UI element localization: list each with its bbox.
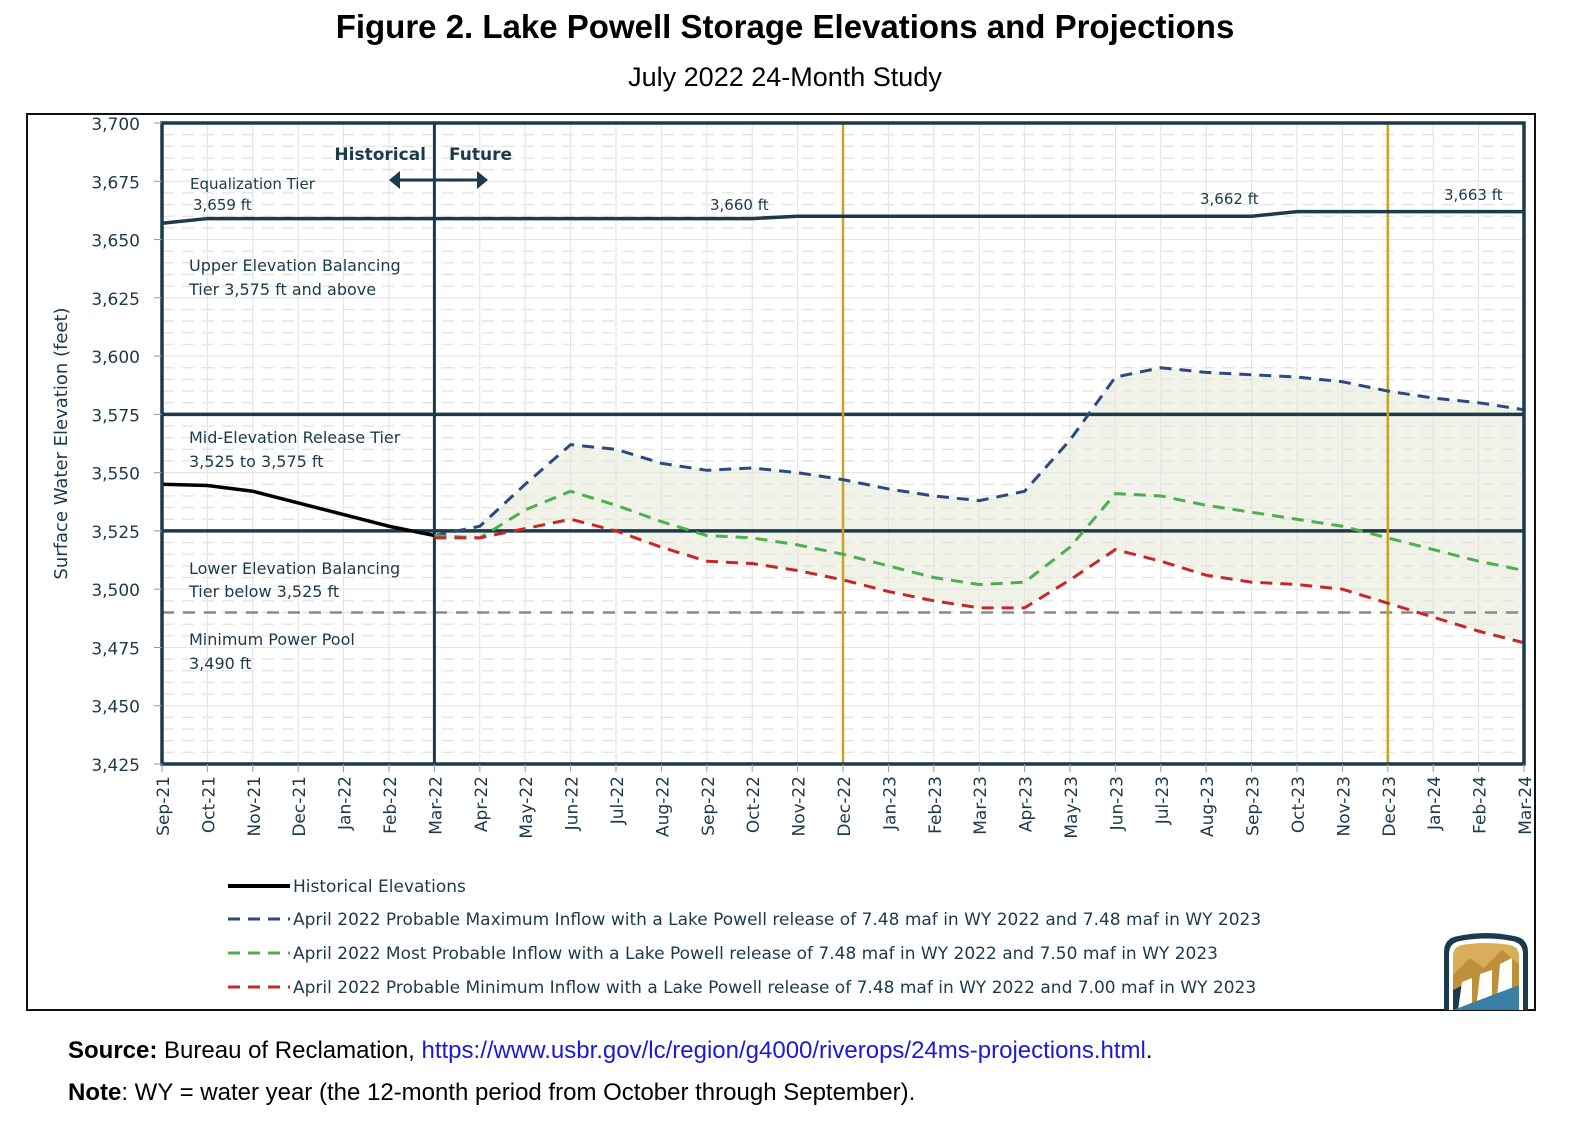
source-end: .: [1145, 1037, 1153, 1064]
note-text: : WY = water year (the 12-month period f…: [121, 1079, 916, 1106]
y-tick-label: 3,475: [91, 639, 140, 659]
x-tick-label: Aug-22: [653, 776, 673, 837]
x-tick-label: Jan-23: [880, 776, 900, 831]
reclamation-logo-icon: [1444, 933, 1528, 1010]
lower-tier-label-1: Lower Elevation Balancing: [189, 559, 400, 578]
max-inflow-series: [434, 366, 1525, 538]
x-tick-label: Mar-22: [426, 776, 446, 835]
x-tick-label: Apr-22: [472, 776, 492, 832]
mid-tier-label-1: Mid-Elevation Release Tier: [189, 428, 401, 447]
x-tick-label: Dec-23: [1380, 776, 1400, 837]
x-tick-label: Apr-23: [1017, 776, 1037, 832]
chart-frame: [26, 113, 1536, 1011]
x-tick-label: May-23: [1062, 776, 1082, 839]
x-tick-label: Nov-22: [790, 776, 810, 837]
most-probable-series: [434, 489, 1525, 587]
eq-value-3660: 3,660 ft: [710, 196, 769, 214]
upper-tier-label-2: Tier 3,575 ft and above: [188, 280, 376, 299]
x-tick-label: Aug-23: [1198, 776, 1218, 837]
historical-label: Historical: [334, 145, 426, 165]
y-axis-label: Surface Water Elevation (feet): [51, 307, 72, 579]
figure-subtitle: July 2022 24-Month Study: [628, 62, 942, 92]
legend-label: April 2022 Most Probable Inflow with a L…: [293, 944, 1218, 964]
x-tick-label: Jan-24: [1425, 776, 1445, 831]
x-tick-label: Oct-22: [744, 776, 764, 833]
y-tick-label: 3,425: [91, 756, 140, 776]
mid-tier-label-2: 3,525 to 3,575 ft: [189, 452, 324, 471]
historical-series: [161, 482, 435, 538]
future-label: Future: [449, 145, 512, 165]
y-tick-label: 3,575: [91, 406, 140, 426]
lower-tier-label-2: Tier below 3,525 ft: [188, 582, 339, 601]
y-tick-label: 3,525: [91, 523, 140, 543]
reference-lines: [161, 123, 1524, 764]
legend-label: Historical Elevations: [293, 877, 466, 897]
eq-value-3659: 3,659 ft: [193, 196, 252, 214]
eq-value-3662: 3,662 ft: [1200, 190, 1259, 208]
annotations: Historical Future Equalization Tier 3,65…: [188, 145, 1503, 673]
y-tick-label: 3,600: [91, 348, 140, 368]
x-tick-label: Mar-24: [1516, 776, 1536, 835]
x-tick-label: Sep-21: [154, 776, 174, 836]
source-label: Source:: [68, 1037, 158, 1064]
axes: 3,425 3,450 3,475 3,500 3,525 3,550 3,575 3,600…: [51, 115, 1536, 839]
equalization-tier-label: Equalization Tier: [190, 175, 316, 193]
source-text: Bureau of Reclamation,: [157, 1037, 422, 1064]
y-tick-label: 3,650: [91, 232, 140, 252]
x-tick-label: Feb-24: [1471, 776, 1491, 834]
source-link[interactable]: https://www.usbr.gov/lc/region/g4000/riv…: [421, 1037, 1146, 1064]
x-tick-label: Dec-21: [290, 776, 310, 837]
x-tick-label: Sep-23: [1244, 776, 1264, 836]
x-tick-label: Jun-22: [563, 776, 583, 831]
x-tick-label: Nov-21: [245, 776, 265, 837]
eq-value-3663: 3,663 ft: [1444, 186, 1503, 204]
x-tick-label: Feb-22: [381, 776, 401, 834]
min-pool-label-2: 3,490 ft: [189, 654, 252, 673]
y-tick-label: 3,500: [91, 581, 140, 601]
y-tick-label: 3,700: [91, 115, 140, 135]
y-tick-label: 3,550: [91, 465, 140, 485]
source-note: Source: Bureau of Reclamation, https://w…: [68, 1037, 1153, 1065]
y-tick-label: 3,625: [91, 290, 140, 310]
figure-title: Figure 2. Lake Powell Storage Elevations…: [335, 8, 1235, 45]
x-tick-label: Feb-23: [926, 776, 946, 834]
legend-label: April 2022 Probable Minimum Inflow with …: [293, 978, 1256, 998]
y-tick-label: 3,450: [91, 698, 140, 718]
equalization-tier-line: [161, 209, 1524, 225]
x-tick-label: Jun-23: [1107, 776, 1127, 831]
x-tick-label: Jan-22: [336, 776, 356, 831]
legend-label: April 2022 Probable Maximum Inflow with …: [293, 910, 1261, 930]
x-tick-label: Oct-23: [1289, 776, 1309, 833]
series: [161, 366, 1525, 645]
upper-tier-label-1: Upper Elevation Balancing: [189, 256, 401, 275]
x-tick-label: Nov-23: [1334, 776, 1354, 837]
historical-future-arrow-icon: [389, 171, 488, 189]
x-tick-label: Jul-22: [608, 776, 628, 825]
legend: Historical Elevations April 2022 Probable…: [228, 877, 1261, 998]
x-tick-label: Dec-22: [835, 776, 855, 837]
note-label: Note: [68, 1079, 122, 1106]
min-inflow-series: [434, 517, 1525, 645]
x-tick-label: Jul-23: [1153, 776, 1173, 825]
min-pool-label-1: Minimum Power Pool: [189, 630, 355, 649]
x-tick-label: Oct-21: [199, 776, 219, 833]
x-tick-label: Mar-23: [971, 776, 991, 835]
footnote: Note: WY = water year (the 12-month peri…: [68, 1079, 915, 1107]
y-tick-label: 3,675: [91, 173, 140, 193]
x-tick-label: May-22: [517, 776, 537, 839]
x-tick-label: Sep-22: [699, 776, 719, 836]
